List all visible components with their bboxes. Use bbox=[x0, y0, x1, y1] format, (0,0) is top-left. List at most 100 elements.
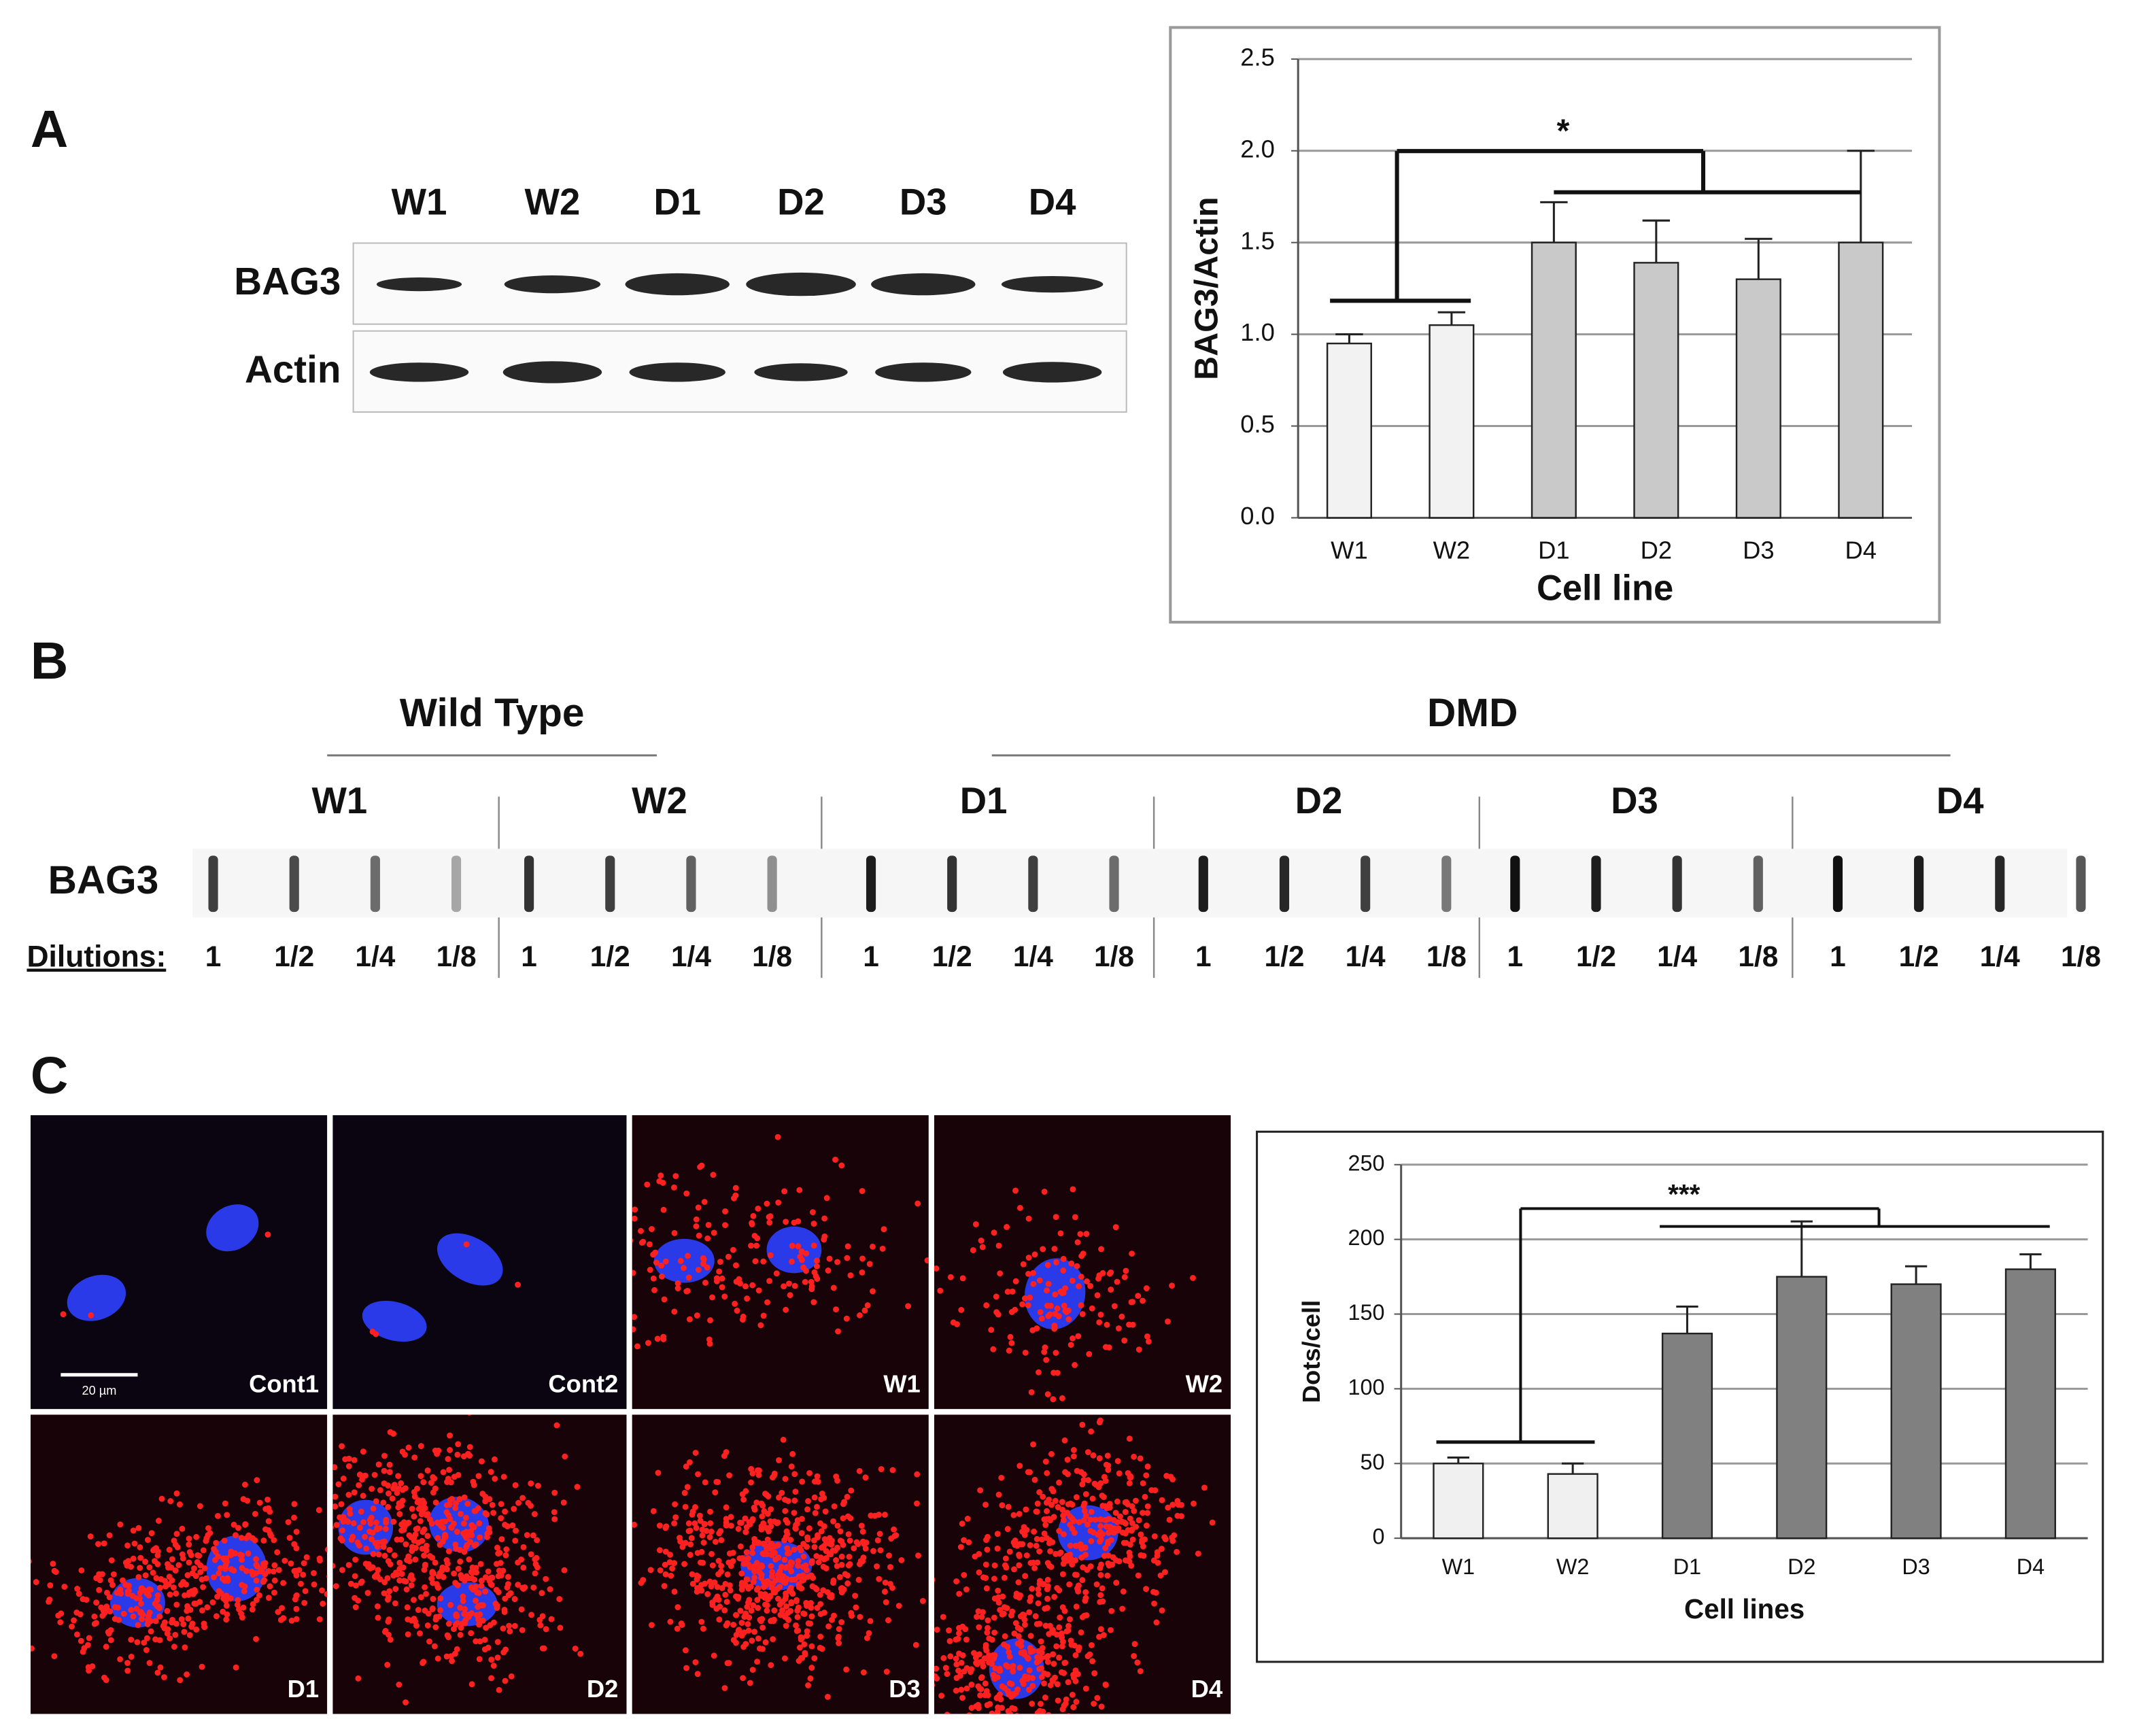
error-bar bbox=[1447, 1456, 1469, 1464]
scale-bar-label: 20 µm bbox=[82, 1384, 117, 1397]
micrograph-label: Cont1 bbox=[249, 1370, 319, 1398]
puncta bbox=[632, 1436, 926, 1700]
dilution-label: 1/2 bbox=[274, 940, 314, 972]
micrograph bbox=[332, 1115, 627, 1410]
y-axis-title: Dots/cell bbox=[1297, 1300, 1325, 1403]
bar bbox=[2004, 1268, 2056, 1539]
nucleus bbox=[766, 1226, 822, 1274]
y-tick-label: 200 bbox=[1348, 1225, 1385, 1250]
micrograph bbox=[632, 1414, 929, 1714]
bar bbox=[1735, 278, 1781, 519]
x-tick-label: W2 bbox=[1556, 1554, 1589, 1579]
x-tick-label: D1 bbox=[1538, 537, 1569, 564]
lane-label: D3 bbox=[900, 181, 947, 222]
x-tick-label: D2 bbox=[1788, 1554, 1815, 1579]
blot-band bbox=[871, 273, 976, 296]
bar bbox=[1838, 241, 1884, 519]
dilution-label: 1/4 bbox=[1657, 940, 1697, 972]
y-tick-label: 1.0 bbox=[1240, 318, 1275, 346]
x-tick-label: W2 bbox=[1433, 537, 1471, 564]
blot-band bbox=[875, 362, 972, 382]
slot bbox=[1914, 855, 1924, 913]
blot-band bbox=[1002, 362, 1102, 383]
micrograph-label: D4 bbox=[1191, 1675, 1223, 1703]
nucleus bbox=[206, 1535, 267, 1602]
y-tick-label: 0 bbox=[1372, 1525, 1384, 1549]
slot bbox=[208, 855, 218, 913]
slot bbox=[947, 855, 957, 913]
lane-label: W2 bbox=[525, 181, 581, 222]
lane-label: D1 bbox=[653, 181, 701, 222]
slot bbox=[289, 855, 299, 913]
lane-label: W1 bbox=[311, 780, 367, 821]
y-axis-title: BAG3/Actin bbox=[1189, 197, 1225, 379]
x-axis-title: Cell line bbox=[1537, 568, 1673, 608]
slot bbox=[524, 855, 534, 913]
y-tick-label: 150 bbox=[1348, 1300, 1385, 1325]
group-label: DMD bbox=[1427, 691, 1518, 735]
micrograph bbox=[332, 1414, 627, 1714]
blot-box bbox=[352, 330, 1127, 413]
lane-label: W2 bbox=[632, 780, 687, 821]
panel-label: C bbox=[31, 1047, 68, 1105]
row-label: Actin bbox=[245, 347, 341, 390]
error-bar bbox=[1540, 201, 1568, 243]
error-bar bbox=[1745, 237, 1773, 279]
error-bar bbox=[1335, 333, 1363, 344]
x-tick-label: W1 bbox=[1331, 537, 1368, 564]
dilution-label: 1/2 bbox=[1265, 940, 1305, 972]
slot bbox=[605, 855, 615, 913]
slot bbox=[1832, 855, 1843, 913]
x-tick-label: D3 bbox=[1902, 1554, 1930, 1579]
panel-label: B bbox=[31, 632, 68, 690]
dilution-label: 1 bbox=[1507, 940, 1524, 972]
dilution-label: 1 bbox=[863, 940, 879, 972]
blot-band bbox=[629, 362, 725, 382]
dilution-label: 1/8 bbox=[437, 940, 477, 972]
row-label: BAG3 bbox=[48, 858, 159, 902]
significance: *** bbox=[1668, 1178, 1700, 1210]
error-bar bbox=[1847, 150, 1875, 243]
micrograph-bg bbox=[934, 1414, 1231, 1714]
slot bbox=[1672, 855, 1682, 913]
lane-label: D2 bbox=[1295, 780, 1343, 821]
group-label: Wild Type bbox=[400, 691, 585, 735]
micrograph-label: D2 bbox=[587, 1675, 618, 1703]
y-tick-label: 100 bbox=[1348, 1375, 1385, 1399]
x-tick-label: D4 bbox=[1845, 537, 1877, 564]
x-tick-label: D1 bbox=[1673, 1554, 1701, 1579]
micrograph-label: W2 bbox=[1186, 1370, 1223, 1398]
lane-label: D4 bbox=[1029, 181, 1076, 222]
bar bbox=[1326, 342, 1372, 519]
x-tick-label: D4 bbox=[2017, 1554, 2045, 1579]
dilution-label: 1/4 bbox=[671, 940, 711, 972]
micrograph bbox=[934, 1115, 1231, 1410]
slot bbox=[1753, 855, 1763, 913]
slot bbox=[866, 855, 876, 913]
row-label: BAG3 bbox=[234, 260, 341, 303]
blot-band bbox=[502, 361, 602, 384]
y-tick-label: 2.5 bbox=[1240, 43, 1275, 71]
lane-label: D1 bbox=[960, 780, 1008, 821]
blot-band bbox=[754, 363, 848, 381]
micrograph-bg bbox=[30, 1115, 328, 1410]
blot-band bbox=[376, 277, 462, 292]
panel-label: A bbox=[31, 101, 68, 158]
slot bbox=[1510, 855, 1520, 913]
y-tick-label: 0.5 bbox=[1240, 410, 1275, 438]
bar bbox=[1633, 262, 1679, 519]
error-bar bbox=[2019, 1253, 2042, 1270]
x-axis-title: Cell lines bbox=[1684, 1593, 1805, 1624]
y-tick-label: 50 bbox=[1360, 1450, 1384, 1474]
slot bbox=[1591, 855, 1601, 913]
slot bbox=[1995, 855, 2005, 913]
dilution-label: 1/4 bbox=[355, 940, 395, 972]
dilution-label: 1/8 bbox=[1094, 940, 1134, 972]
micrograph-label: D1 bbox=[288, 1675, 319, 1703]
bar bbox=[1433, 1463, 1484, 1539]
dilution-label: 1/8 bbox=[2061, 940, 2101, 972]
micrograph-label: Cont2 bbox=[548, 1370, 618, 1398]
error-bar bbox=[1561, 1462, 1584, 1474]
dilution-label: 1 bbox=[521, 940, 537, 972]
